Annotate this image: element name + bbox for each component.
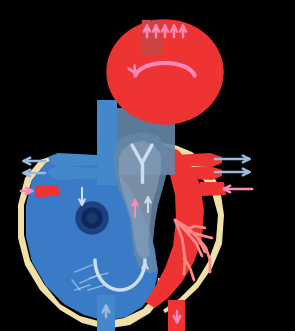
Circle shape [87,213,97,223]
Polygon shape [97,295,115,331]
Polygon shape [117,108,175,175]
Polygon shape [97,100,117,185]
Polygon shape [152,20,160,54]
Polygon shape [119,141,161,260]
Polygon shape [107,20,223,124]
Polygon shape [26,157,158,321]
Polygon shape [48,153,97,167]
Polygon shape [175,166,222,180]
Polygon shape [18,155,165,329]
Circle shape [76,202,108,234]
Polygon shape [142,20,150,54]
Polygon shape [168,300,185,331]
Polygon shape [200,182,226,196]
Polygon shape [48,166,97,180]
Polygon shape [175,153,222,167]
Polygon shape [35,185,60,198]
Circle shape [82,208,102,228]
Polygon shape [163,143,224,313]
Polygon shape [114,132,168,274]
Polygon shape [145,145,204,308]
